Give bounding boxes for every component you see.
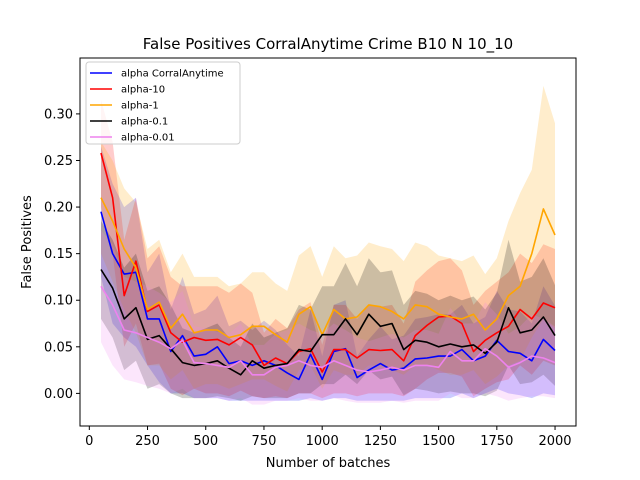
line-alpha-0-1 xyxy=(100,269,556,376)
x-tick-label: 750 xyxy=(252,434,277,449)
x-tick-label: 1750 xyxy=(480,434,513,449)
x-tick-label: 500 xyxy=(193,434,218,449)
y-tick-label: 0.00 xyxy=(44,387,73,402)
line-alpha-0-01 xyxy=(100,285,556,376)
x-axis-label: Number of batches xyxy=(266,456,391,471)
band-alpha-10 xyxy=(101,99,555,399)
y-axis-ticks: 0.00 0.05 0.10 0.15 0.20 0.25 0.30 xyxy=(44,107,80,402)
series-lines xyxy=(100,152,556,381)
y-axis-label: False Positives xyxy=(20,195,35,289)
chart-title: False Positives CorralAnytime Crime B10 … xyxy=(143,35,513,54)
x-tick-label: 0 xyxy=(85,434,93,449)
line-alpha-1 xyxy=(100,197,556,344)
x-tick-label: 2000 xyxy=(538,434,571,449)
legend-label-alpha-10: alpha-10 xyxy=(121,85,165,96)
legend-label-alpha-0-01: alpha-0.01 xyxy=(121,133,175,144)
y-tick-label: 0.30 xyxy=(44,107,73,122)
plot-frame xyxy=(79,57,577,427)
x-axis-ticks: 0 250 500 750 1000 1250 1500 1750 2000 xyxy=(85,426,572,449)
x-tick-label: 1250 xyxy=(364,434,397,449)
legend-label-alpha-1: alpha-1 xyxy=(121,101,159,112)
x-tick-label: 250 xyxy=(135,434,160,449)
y-tick-label: 0.20 xyxy=(44,201,73,216)
y-tick-label: 0.05 xyxy=(44,340,73,355)
x-tick-label: 1000 xyxy=(306,434,339,449)
y-tick-label: 0.10 xyxy=(44,294,73,309)
y-tick-label: 0.15 xyxy=(44,247,73,262)
legend-label-alpha-corralanytime: alpha CorralAnytime xyxy=(121,69,224,80)
legend-label-alpha-0-1: alpha-0.1 xyxy=(121,117,168,128)
band-alpha-corralanytime xyxy=(101,146,555,401)
x-tick-label: 1500 xyxy=(422,434,455,449)
line-alpha-10 xyxy=(100,152,556,373)
legend: alpha CorralAnytime alpha-10 alpha-1 alpha-… xyxy=(85,61,241,145)
legend-box xyxy=(85,61,241,145)
y-tick-label: 0.25 xyxy=(44,154,73,169)
